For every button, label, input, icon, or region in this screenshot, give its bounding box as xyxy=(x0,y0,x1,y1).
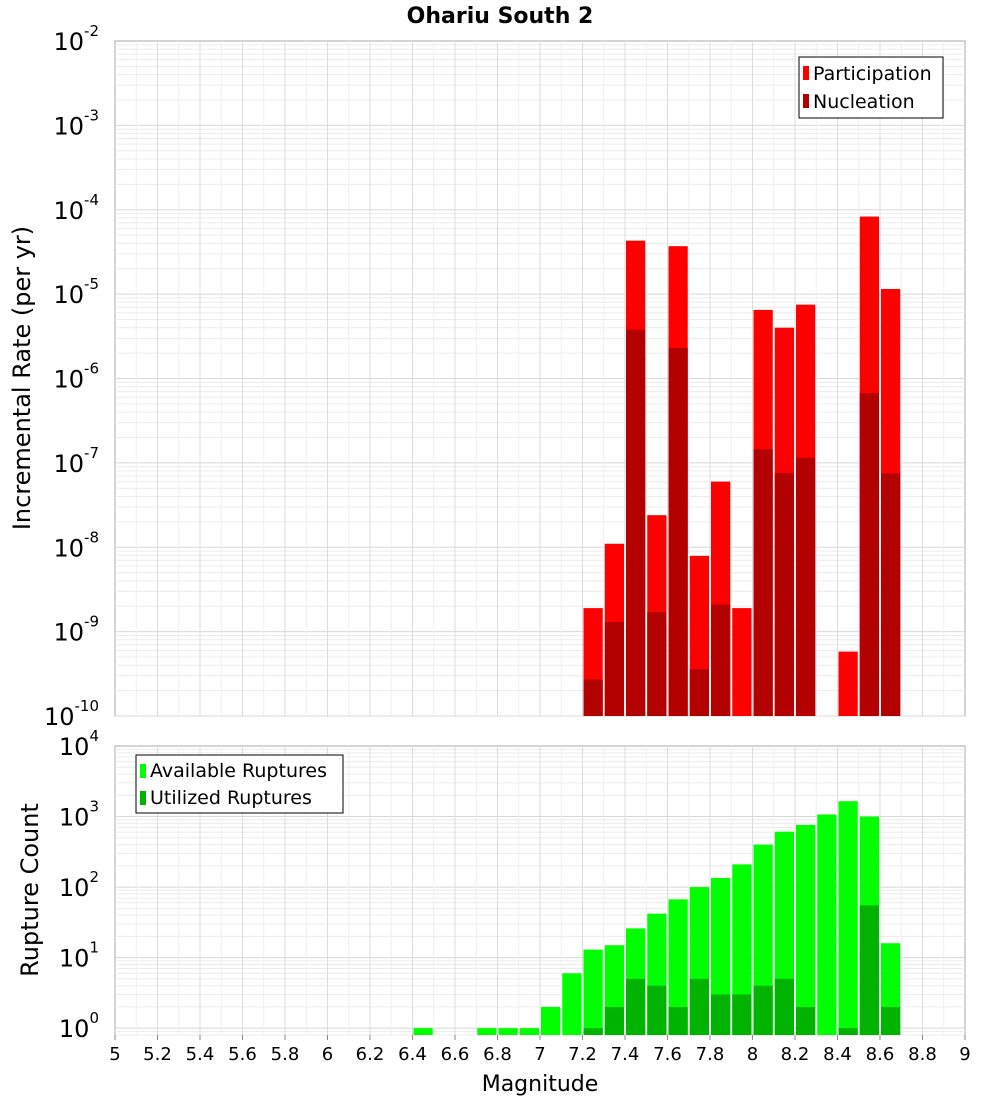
top-bar-nucleation xyxy=(859,393,879,716)
top-bar-nucleation xyxy=(774,472,794,716)
bottom-bar-available-ruptures xyxy=(796,824,816,1035)
top-bar-nucleation xyxy=(647,612,667,716)
bottom-bar-utilized-ruptures xyxy=(626,978,646,1035)
top-bar-nucleation xyxy=(711,604,731,716)
bottom-y-tick-label: 103 xyxy=(59,798,99,832)
bottom-bar-utilized-ruptures xyxy=(689,978,709,1035)
bottom-bar-utilized-ruptures xyxy=(881,1006,901,1035)
x-tick-label: 8.6 xyxy=(866,1044,895,1065)
bottom-bar-utilized-ruptures xyxy=(732,994,752,1035)
x-tick-label: 8.8 xyxy=(908,1044,937,1065)
bottom-y-axis-label: Rupture Count xyxy=(16,803,44,977)
bottom-bar-utilized-ruptures xyxy=(668,1006,688,1035)
legend-label-available: Available Ruptures xyxy=(150,760,327,782)
bottom-y-tick-label: 102 xyxy=(59,868,99,902)
bottom-legend: Available Ruptures Utilized Ruptures xyxy=(135,754,344,814)
x-tick-label: 5.8 xyxy=(271,1044,300,1065)
x-tick-label: 6.6 xyxy=(441,1044,470,1065)
legend-swatch-participation xyxy=(803,66,809,80)
top-bar-nucleation xyxy=(753,449,773,716)
bottom-bar-utilized-ruptures xyxy=(753,985,773,1035)
x-tick-label: 6.2 xyxy=(356,1044,385,1065)
x-tick-label: 6.8 xyxy=(483,1044,512,1065)
top-bar-nucleation xyxy=(604,622,624,716)
bottom-bar-available-ruptures xyxy=(498,1028,518,1035)
x-tick-label: 7.2 xyxy=(568,1044,597,1065)
top-grid xyxy=(115,41,965,717)
top-y-tick-label: 10-7 xyxy=(53,444,99,478)
top-y-tick-label: 10-4 xyxy=(53,191,99,225)
top-bar-nucleation xyxy=(796,457,816,716)
x-tick-label: 5.6 xyxy=(228,1044,257,1065)
top-bar-nucleation xyxy=(881,473,901,716)
bottom-bar-utilized-ruptures xyxy=(647,985,667,1035)
bottom-bar-utilized-ruptures xyxy=(711,994,731,1035)
bottom-y-tick-label: 104 xyxy=(59,727,99,761)
x-tick-label: 7.6 xyxy=(653,1044,682,1065)
bottom-bar-available-ruptures xyxy=(732,864,752,1035)
legend-swatch-available xyxy=(140,764,146,778)
bottom-y-tick-label: 100 xyxy=(59,1009,99,1043)
top-bar-nucleation xyxy=(689,669,709,716)
top-y-axis-label: Incremental Rate (per yr) xyxy=(8,226,36,530)
bottom-bar-available-ruptures xyxy=(562,973,582,1035)
top-legend: Participation Nucleation xyxy=(798,56,944,119)
top-bar-participation xyxy=(732,608,752,716)
legend-label-utilized: Utilized Ruptures xyxy=(150,787,312,809)
bottom-y-tick-label: 101 xyxy=(59,939,99,973)
bottom-bar-available-ruptures xyxy=(519,1028,539,1035)
top-legend-box xyxy=(798,56,944,119)
top-y-tick-label: 10-9 xyxy=(53,613,99,647)
bottom-bar-available-ruptures xyxy=(817,814,837,1035)
top-bar-participation xyxy=(838,651,858,716)
bottom-bars xyxy=(413,801,901,1035)
chart-title: Ohariu South 2 xyxy=(407,4,594,29)
x-tick-label: 7.8 xyxy=(696,1044,725,1065)
x-tick-label: 8.4 xyxy=(823,1044,852,1065)
top-y-tick-label: 10-10 xyxy=(44,697,99,731)
x-tick-label: 6 xyxy=(322,1044,333,1065)
top-y-tick-label: 10-2 xyxy=(53,22,99,56)
legend-swatch-nucleation xyxy=(803,94,809,108)
x-tick-label: 5.2 xyxy=(143,1044,172,1065)
top-bar-nucleation xyxy=(626,329,646,716)
bottom-bar-available-ruptures xyxy=(668,899,688,1035)
top-bars xyxy=(583,216,901,717)
bottom-bar-utilized-ruptures xyxy=(859,905,879,1035)
bottom-bar-available-ruptures xyxy=(413,1028,433,1035)
x-tick-label: 6.4 xyxy=(398,1044,427,1065)
x-tick-label: 5.4 xyxy=(186,1044,215,1065)
top-y-tick-label: 10-6 xyxy=(53,360,99,394)
legend-label-nucleation: Nucleation xyxy=(813,91,915,113)
x-tick-labels: 5 5.2 5.4 5.6 5.8 6 6.2 6.4 6.6 6.8 7 7.2 7.4 7.6 7.8 8… xyxy=(109,1035,971,1065)
x-tick-label: 5 xyxy=(109,1044,120,1065)
bottom-bar-utilized-ruptures xyxy=(774,978,794,1035)
x-tick-label: 7 xyxy=(534,1044,545,1065)
bottom-bar-available-ruptures xyxy=(838,801,858,1035)
legend-label-participation: Participation xyxy=(813,63,932,85)
legend-swatch-utilized xyxy=(140,791,146,805)
x-tick-label: 9 xyxy=(959,1044,970,1065)
bottom-legend-box xyxy=(135,754,344,814)
bottom-bar-utilized-ruptures xyxy=(838,1028,858,1035)
bottom-bar-available-ruptures xyxy=(477,1028,497,1035)
top-bar-nucleation xyxy=(668,347,688,716)
x-axis-label: Magnitude xyxy=(482,1072,599,1097)
bottom-bar-available-ruptures xyxy=(541,1006,561,1035)
top-y-tick-labels: 10-10 10-9 10-8 10-7 10-6 10-5 10-4 10-3 10-2 xyxy=(44,22,99,731)
top-y-tick-label: 10-5 xyxy=(53,275,99,309)
top-y-tick-label: 10-8 xyxy=(53,528,99,562)
x-tick-label: 8 xyxy=(747,1044,758,1065)
bottom-y-tick-labels: 100 101 102 103 104 xyxy=(59,727,99,1043)
bottom-bar-utilized-ruptures xyxy=(583,1028,603,1035)
top-bar-nucleation xyxy=(583,679,603,716)
x-tick-label: 7.4 xyxy=(611,1044,640,1065)
bottom-bar-utilized-ruptures xyxy=(604,1006,624,1035)
bottom-bar-utilized-ruptures xyxy=(796,1006,816,1035)
top-y-tick-label: 10-3 xyxy=(53,106,99,140)
x-tick-label: 8.2 xyxy=(781,1044,810,1065)
bottom-bar-available-ruptures xyxy=(583,949,603,1035)
